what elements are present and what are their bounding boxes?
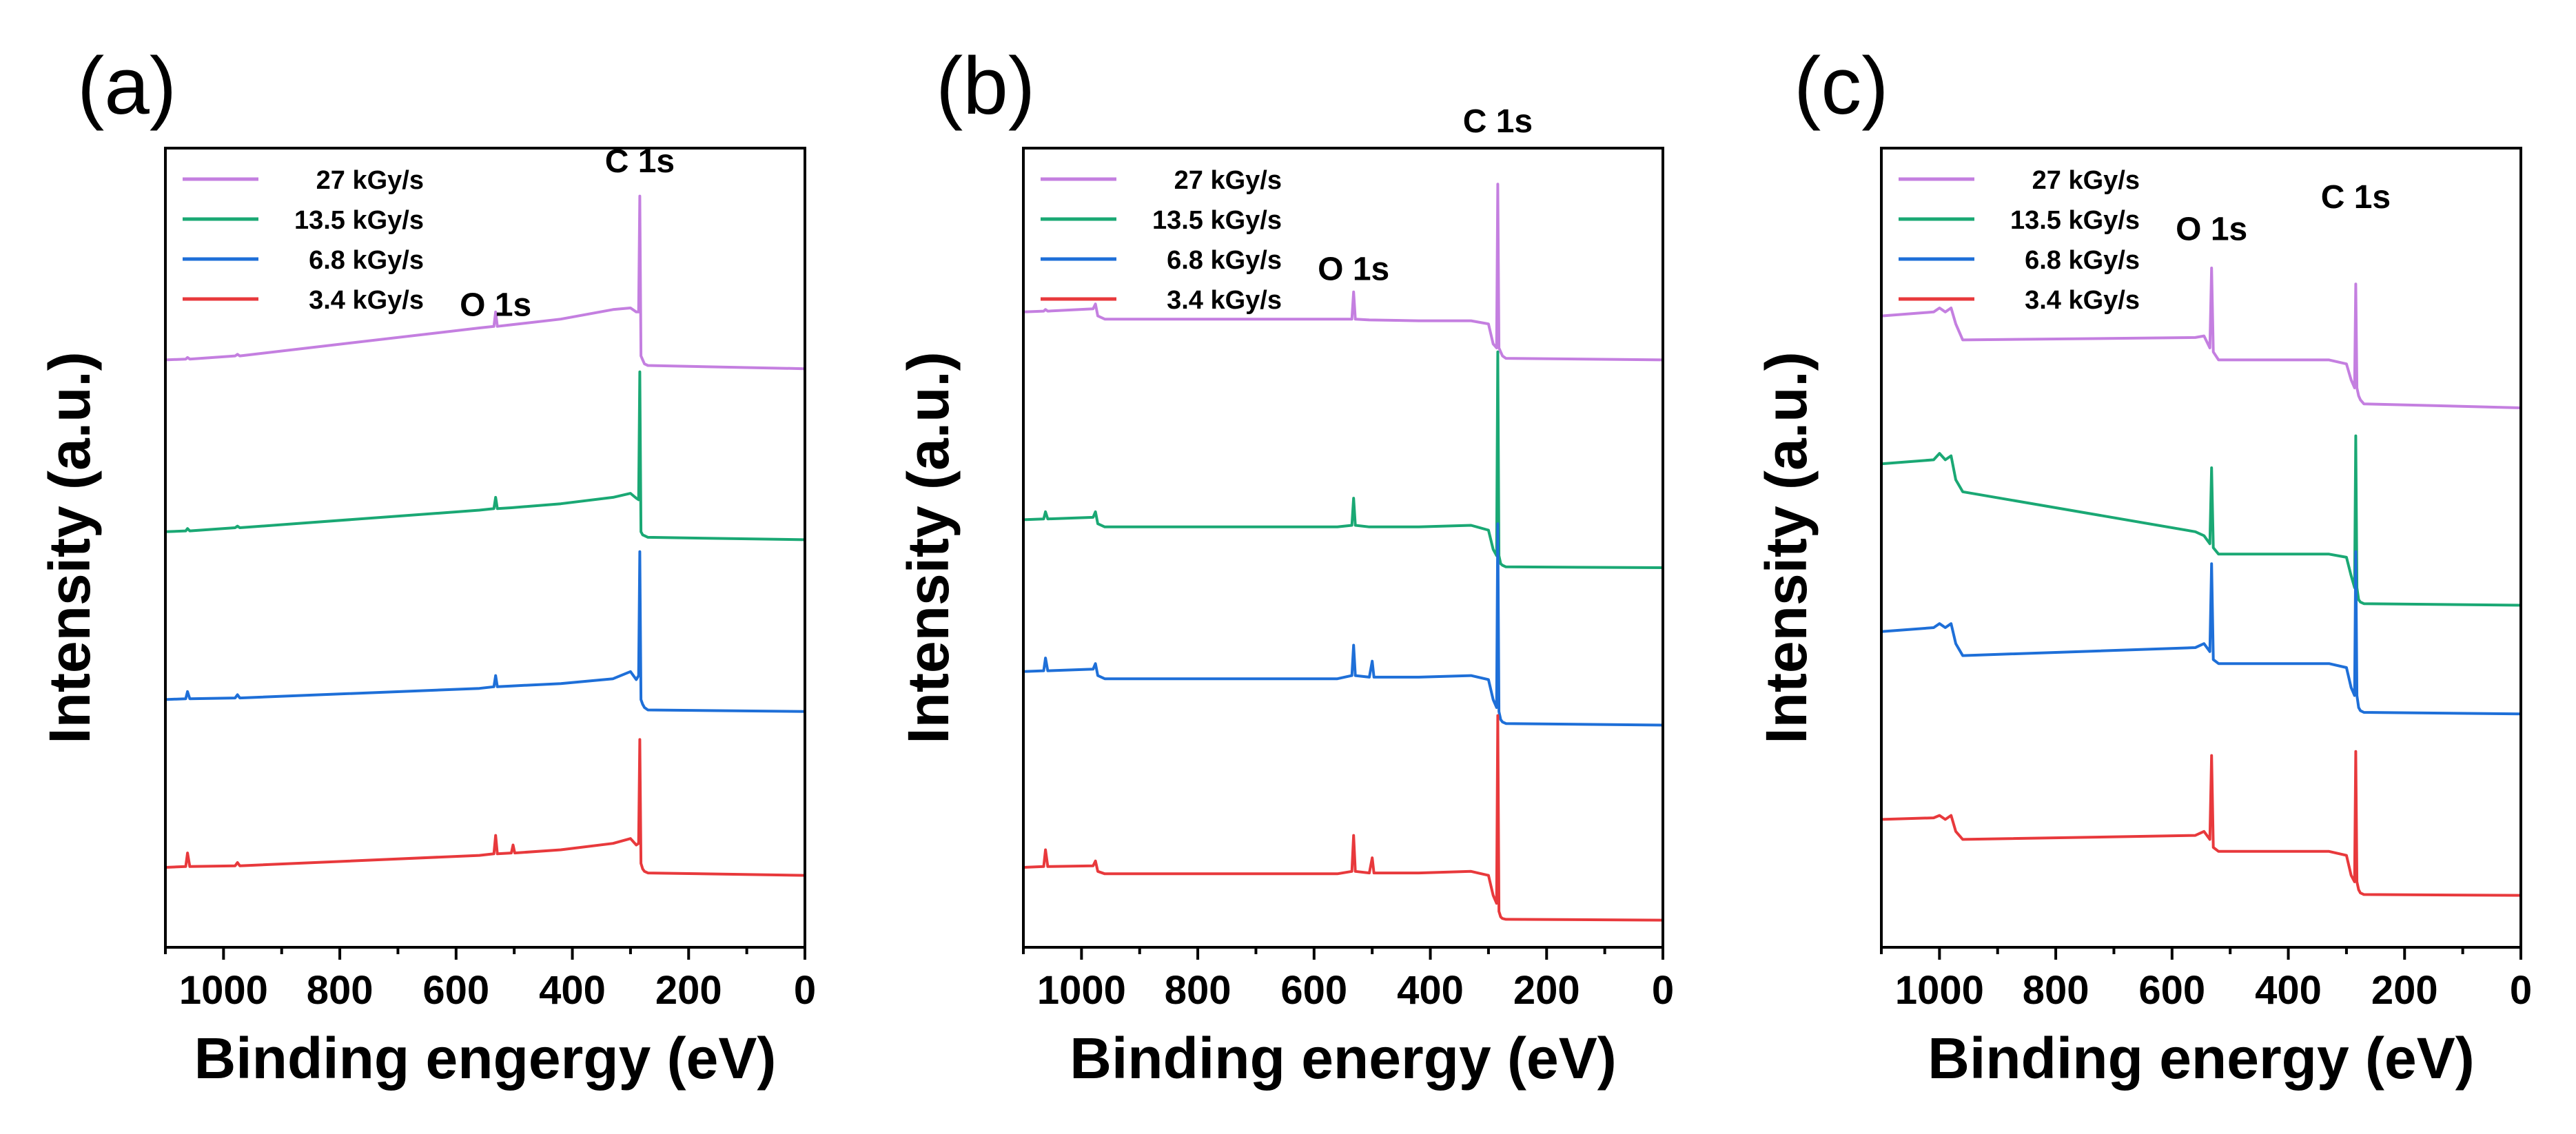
x-axis-label: Binding energy (eV)	[1928, 1026, 2474, 1091]
x-tick-label: 400	[2255, 968, 2322, 1013]
y-axis-label: Intensity (a.u.)	[1754, 351, 1819, 743]
peak-label: O 1s	[2176, 211, 2247, 247]
peak-label: C 1s	[1463, 103, 1533, 140]
legend-label: 6.8 kGy/s	[1167, 246, 1282, 275]
panel-letter: (c)	[1794, 41, 1889, 132]
series-line	[165, 738, 806, 877]
peak-label: C 1s	[605, 143, 675, 180]
series-line	[1881, 434, 2522, 607]
x-tick-label: 200	[1513, 968, 1580, 1013]
x-tick-label: 800	[1165, 968, 1231, 1013]
chart-panel-a: (a) 1000 800 600 400 200 0 Binding engergy (eV)…	[37, 41, 816, 1091]
peak-label: O 1s	[1318, 251, 1389, 287]
series-line	[1881, 550, 2522, 716]
x-tick-label: 800	[2023, 968, 2089, 1013]
peak-label: O 1s	[460, 287, 531, 324]
peak-label: C 1s	[2321, 179, 2391, 216]
x-tick-label: 0	[794, 968, 816, 1013]
x-tick-label: 400	[1397, 968, 1464, 1013]
legend-label: 13.5 kGy/s	[2010, 206, 2140, 235]
y-axis-label: Intensity (a.u.)	[896, 351, 961, 743]
legend-label: 3.4 kGy/s	[1167, 286, 1282, 315]
x-axis-label: Binding energy (eV)	[1070, 1026, 1616, 1091]
plot-frame	[1880, 147, 2522, 949]
x-tick-label: 1000	[1895, 968, 1984, 1013]
x-tick-label: 400	[539, 968, 606, 1013]
series-line	[1023, 714, 1664, 922]
plot-frame	[164, 147, 806, 949]
legend-label: 6.8 kGy/s	[309, 246, 424, 275]
legend-label: 27 kGy/s	[2032, 166, 2140, 195]
legend-label: 6.8 kGy/s	[2025, 246, 2140, 275]
panel-letter: (a)	[77, 41, 176, 132]
x-tick-label: 0	[2510, 968, 2532, 1013]
series-line	[1881, 750, 2522, 897]
x-tick-label: 600	[422, 968, 489, 1013]
legend-label: 27 kGy/s	[1174, 166, 1282, 195]
chart-panel-b: (b) 1000 800 600 400 200 0 Binding energy (eV) I…	[896, 41, 1674, 1091]
series-line	[165, 370, 806, 542]
x-tick-label: 600	[2138, 968, 2205, 1013]
x-tick-label: 0	[1652, 968, 1674, 1013]
series-line	[1023, 183, 1664, 362]
chart-panel-c: (c) 1000 800 600 400 200 0 Binding energy (eV) I…	[1754, 41, 2532, 1091]
series-line	[1023, 522, 1664, 727]
x-axis-label: Binding engergy (eV)	[194, 1026, 777, 1091]
legend-label: 27 kGy/s	[316, 166, 424, 195]
x-tick-label: 800	[307, 968, 374, 1013]
legend-label: 3.4 kGy/s	[309, 286, 424, 315]
y-axis-label: Intensity (a.u.)	[37, 351, 102, 743]
x-tick-label: 200	[655, 968, 722, 1013]
legend-label: 13.5 kGy/s	[1152, 206, 1282, 235]
plot-frame	[1022, 147, 1664, 949]
x-tick-label: 600	[1280, 968, 1347, 1013]
series-line	[165, 194, 806, 371]
series-line	[165, 550, 806, 713]
legend-label: 13.5 kGy/s	[294, 206, 424, 235]
series-line	[1881, 267, 2522, 409]
x-tick-label: 1000	[179, 968, 268, 1013]
x-tick-label: 200	[2371, 968, 2438, 1013]
x-tick-label: 1000	[1037, 968, 1126, 1013]
series-line	[1023, 350, 1664, 569]
panel-letter: (b)	[936, 41, 1035, 132]
legend-label: 3.4 kGy/s	[2025, 286, 2140, 315]
